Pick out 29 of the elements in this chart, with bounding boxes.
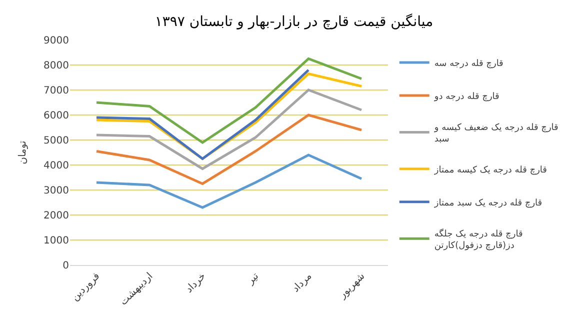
legend-label: قارچ قله درجه سه xyxy=(434,59,504,70)
legend-label: قارچ قله درجه یک ضعیف کیسه و سبد xyxy=(433,122,558,145)
line-series xyxy=(95,68,310,160)
legend-label: قارچ قله درجه یک سبد ممتاز xyxy=(433,198,542,208)
y-tick-label: 5000 xyxy=(44,136,69,146)
y-tick-label: 7000 xyxy=(44,86,69,96)
y-tick-label: 3000 xyxy=(44,186,69,196)
chart-title: میانگین قیمت قارچ در بازار-بهار و تابستان ۱۳۹۷ xyxy=(154,12,434,30)
y-axis-title: تومان xyxy=(18,140,29,164)
y-tick-label: 0 xyxy=(62,260,69,272)
x-tick-label: شهریور xyxy=(336,270,368,302)
line-series xyxy=(95,88,363,170)
y-tick-label: 1000 xyxy=(44,236,69,246)
line-series xyxy=(95,154,363,209)
x-tick-label: تیر xyxy=(244,270,262,288)
line-series xyxy=(95,114,363,185)
y-tick-label: 8000 xyxy=(44,60,69,72)
legend-label: قارچ قله درجه یک جلگه دز(قارچ دزفول)کارتن xyxy=(434,227,523,251)
y-tick-label: 4000 xyxy=(44,160,69,172)
x-tick-label: اردیبهشت xyxy=(118,270,156,308)
legend-label: قارچ قله درجه یک کیسه ممتاز xyxy=(433,165,547,176)
x-tick-label: فروردین xyxy=(70,270,102,304)
y-tick-label: 2000 xyxy=(44,210,69,222)
x-tick-label: مرداد xyxy=(290,270,314,295)
line-series xyxy=(95,58,363,144)
x-tick-label: خرداد xyxy=(184,270,208,296)
y-tick-label: 9000 xyxy=(44,36,69,46)
y-tick-label: 6000 xyxy=(44,110,69,122)
legend-label: قارچ قله درجه دو xyxy=(433,92,500,102)
